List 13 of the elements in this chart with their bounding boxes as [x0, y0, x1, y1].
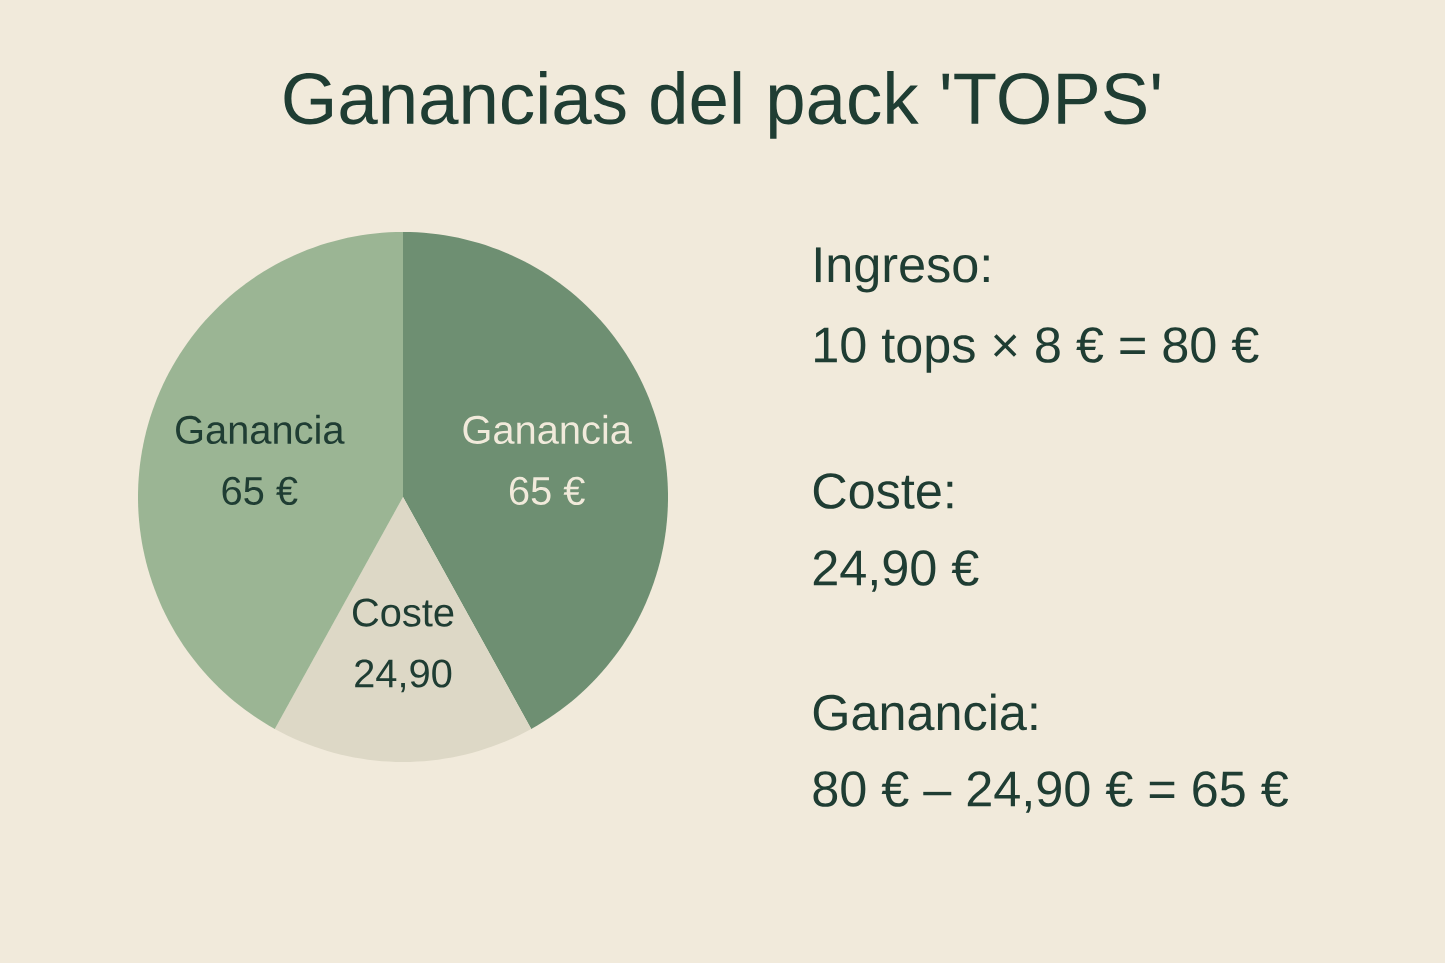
data-label: 65 € — [222, 476, 298, 506]
slice-label: Ganancia — [176, 414, 345, 445]
text: Ganancia: — [813, 693, 1037, 731]
text: Ingreso: — [815, 247, 989, 293]
text: 80 € – 24,90 € = 65 € — [813, 771, 1289, 813]
text: Coste: — [813, 473, 953, 509]
chart-title: Ganancias del pack 'TOPS' — [284, 71, 1160, 139]
data-label: 24,90 — [355, 659, 452, 693]
text: 10 tops × 8 € = 80 € — [815, 327, 1259, 373]
slice-label: Coste — [353, 598, 454, 627]
text: 24,90 € — [813, 550, 979, 592]
data-label: 65 € — [509, 476, 585, 506]
slice-label: Ganancia — [463, 414, 632, 445]
